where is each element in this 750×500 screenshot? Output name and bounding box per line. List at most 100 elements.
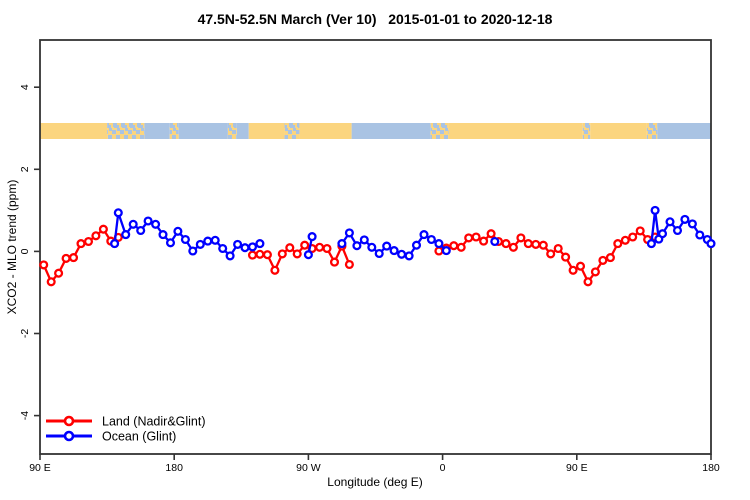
x-axis: 90 E 180 90 W 0 90 E 180 (29, 454, 720, 474)
data-point-land (471, 232, 481, 242)
data-point-land (598, 255, 608, 265)
data-point-ocean (650, 205, 660, 215)
series-land (39, 224, 660, 287)
series-line-ocean (113, 211, 262, 258)
band-segment-mixed (169, 123, 179, 139)
surface-type-band (40, 123, 711, 139)
x-tick-label: 90 E (566, 462, 588, 474)
data-point-land (247, 250, 258, 260)
data-point-ocean (337, 239, 347, 249)
y-tick-label: -2 (19, 329, 31, 338)
data-point-land (285, 243, 295, 253)
data-point-land (583, 277, 593, 287)
data-point-land (464, 233, 474, 243)
y-axis-title: XCO2 - MLO trend (ppm) (5, 179, 19, 315)
data-point-land (508, 242, 518, 252)
band-segment-ocean (236, 123, 249, 139)
data-point-ocean (255, 239, 265, 249)
data-point-land (277, 249, 287, 259)
data-point-ocean (695, 230, 705, 240)
data-point-ocean (173, 226, 183, 236)
data-point-ocean (247, 242, 258, 252)
data-point-land (620, 235, 630, 245)
data-point-ocean (303, 250, 313, 260)
data-point-land (329, 257, 340, 267)
data-point-land (538, 240, 548, 250)
data-point-ocean (646, 239, 656, 249)
x-tick-label: 180 (702, 462, 720, 474)
data-point-ocean (672, 225, 683, 236)
data-point-land (590, 267, 600, 277)
data-point-ocean (203, 236, 213, 246)
data-point-land (344, 259, 354, 270)
data-point-land (449, 241, 459, 251)
legend-label: Ocean (Glint) (102, 430, 176, 444)
data-point-land (61, 253, 71, 263)
data-point-ocean (419, 230, 429, 240)
x-tick-label: 90 W (296, 462, 321, 474)
data-point-ocean (210, 235, 220, 245)
data-point-land (54, 268, 64, 278)
data-point-ocean (121, 230, 131, 240)
band-segment-mixed (107, 123, 145, 139)
y-tick-label: 2 (19, 166, 31, 172)
data-point-ocean (233, 239, 243, 249)
legend-marker (63, 415, 75, 427)
data-point-ocean (165, 238, 176, 248)
data-point-land (262, 250, 272, 260)
band-segment-land (448, 123, 583, 139)
data-point-ocean (389, 246, 399, 256)
y-tick-label: 0 (19, 248, 31, 254)
data-point-land (531, 239, 541, 249)
data-point-land (523, 239, 533, 249)
data-point-land (46, 277, 56, 287)
y-tick-label: -4 (19, 411, 31, 420)
data-point-ocean (359, 235, 369, 245)
data-point-ocean (397, 249, 407, 259)
data-point-land (479, 236, 489, 246)
data-point-ocean (411, 240, 422, 250)
x-tick-label: 180 (165, 462, 183, 474)
band-segment-ocean (351, 123, 431, 139)
y-axis: -4 -2 0 2 4 (19, 84, 40, 420)
legend: Land (Nadir&Glint)Ocean (Glint) (46, 415, 206, 444)
data-point-land (270, 265, 280, 275)
data-point-ocean (434, 239, 444, 249)
band-segment-ocean (178, 123, 228, 139)
data-point-ocean (188, 246, 198, 256)
data-point-land (39, 260, 49, 270)
data-point-ocean (680, 214, 690, 224)
data-point-ocean (218, 243, 228, 254)
data-point-land (76, 239, 86, 249)
data-point-ocean (240, 243, 250, 253)
data-point-ocean (426, 234, 436, 245)
band-segment-mixed (284, 123, 300, 139)
data-point-ocean (225, 251, 235, 261)
band-segment-mixed (646, 123, 658, 139)
data-point-ocean (490, 236, 500, 247)
chart-title: 47.5N-52.5N March (Ver 10) 2015-01-01 to… (197, 11, 553, 27)
band-segment-mixed (430, 123, 449, 139)
data-point-land (501, 239, 511, 249)
data-point-ocean (143, 216, 153, 226)
data-point-ocean (110, 239, 120, 249)
data-point-ocean (307, 232, 317, 242)
data-point-land (315, 242, 325, 252)
data-point-land (553, 243, 563, 254)
data-point-ocean (382, 241, 392, 251)
data-point-land (635, 226, 645, 236)
data-point-land (322, 243, 332, 254)
data-point-land (628, 232, 638, 242)
data-point-ocean (441, 246, 451, 256)
data-point-ocean (158, 230, 168, 240)
band-segment-land (40, 123, 108, 139)
data-point-land (516, 233, 526, 243)
data-point-land (300, 240, 310, 250)
x-axis-title: Longitude (deg E) (327, 475, 423, 489)
data-point-land (546, 249, 556, 259)
data-point-land (568, 265, 578, 275)
data-point-ocean (344, 228, 354, 238)
series-ocean (110, 205, 716, 261)
data-point-ocean (687, 219, 697, 229)
band-segment-ocean (657, 123, 711, 139)
